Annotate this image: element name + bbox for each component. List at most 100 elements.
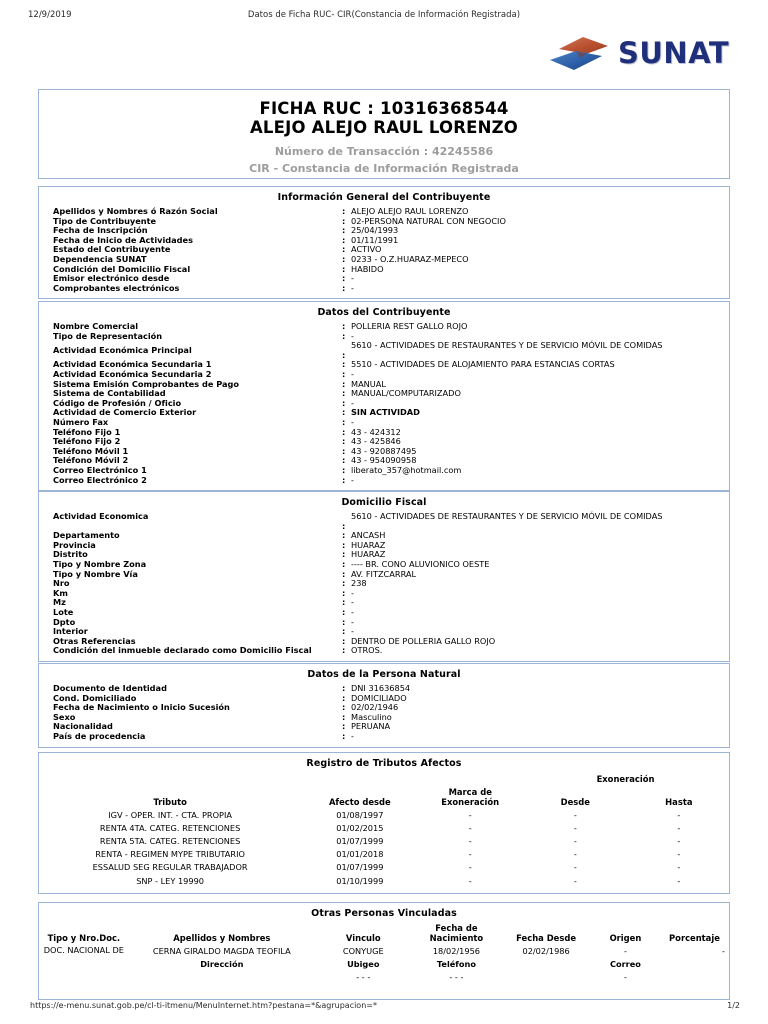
field-value: - <box>351 273 354 284</box>
document-header-box: FICHA RUC : 10316368544 ALEJO ALEJO RAUL… <box>38 89 730 179</box>
field-colon: : <box>342 730 346 741</box>
table-subdata-row: - - - - - - - <box>39 970 729 983</box>
field-colon: : <box>342 426 346 437</box>
field-row: Fecha de Inicio de Actividades:01/11/199… <box>39 234 729 246</box>
field-label: Mz <box>53 597 66 608</box>
col-tipo-nro-doc: Tipo y Nro.Doc. <box>47 932 121 943</box>
section-title: Datos del Contribuyente <box>317 307 451 318</box>
field-value: ANCASH <box>351 530 386 541</box>
cell-origen: - <box>623 945 627 956</box>
field-label: Tipo y Nombre Vía <box>53 568 138 579</box>
field-colon: : <box>342 455 346 466</box>
field-row: Nacionalidad: PERUANA <box>39 722 729 732</box>
field-row: Cond. Domiciliado: DOMICILIADO <box>39 693 729 704</box>
cell-hasta: - <box>677 849 681 860</box>
field-colon: : <box>342 206 346 216</box>
field-row: Actividad de Comercio Exterior: SIN ACTIV… <box>39 408 729 418</box>
field-value: - <box>351 330 354 341</box>
cell-tributo: RENTA 4TA. CATEG. RETENCIONES <box>99 822 241 833</box>
field-row: Actividad Económica Secundaria 1:5510 - … <box>39 360 729 370</box>
cell-marca: - <box>468 849 472 860</box>
field-colon: : <box>342 464 346 475</box>
print-date: 12/9/2019 <box>28 10 72 20</box>
field-label: Actividad Económica Principal <box>53 344 192 355</box>
field-label: Sistema de Contabilidad <box>53 388 166 399</box>
field-value: - <box>351 282 354 293</box>
field-label: Estado del Contribuyente <box>53 244 171 255</box>
field-value: - <box>351 587 354 598</box>
field-row: Tipo y Nombre Vía: AV. FITZCARRAL <box>39 568 729 580</box>
field-row: Lote: - <box>39 606 729 618</box>
cell-desde: - <box>573 835 577 846</box>
field-value: - <box>351 397 354 408</box>
field-label: Fecha de Inicio de Actividades <box>53 234 193 245</box>
field-label: Distrito <box>53 549 88 560</box>
col-marca-exoneracion: Marca de Exoneración <box>441 787 500 807</box>
cell-afecto-desde: 01/10/1999 <box>336 875 384 886</box>
field-colon: : <box>342 359 346 370</box>
spacer-cell <box>39 773 301 787</box>
field-label: Condición del Domicilio Fiscal <box>53 263 191 274</box>
cell-desde: - <box>573 822 577 833</box>
field-value: HUARAZ <box>351 549 386 560</box>
field-label: Actividad Económica Secundaria 2 <box>53 368 212 379</box>
field-value: - <box>351 606 354 617</box>
table-group-header-row: Exoneración <box>39 773 729 787</box>
field-row: Código de Profesión / Oficio: - <box>39 397 729 409</box>
field-colon: : <box>342 321 346 331</box>
spacer-cell <box>501 970 591 983</box>
field-label: Tipo de Representación <box>53 330 163 341</box>
field-value: POLLERIA REST GALLO ROJO <box>351 321 468 331</box>
field-colon: : <box>342 349 346 360</box>
table-header-row: Tipo y Nro.Doc. Apellidos y Nombres Vinc… <box>39 923 729 944</box>
transaction-number: Número de Transacción : 42245586 <box>274 145 494 158</box>
field-value: DNI 31636854 <box>351 683 411 693</box>
field-colon: : <box>342 397 346 408</box>
field-colon: : <box>342 244 346 255</box>
col-afecto-desde: Afecto desde <box>328 797 391 807</box>
field-label: Correo Electrónico 2 <box>53 474 147 485</box>
field-value: ACTIVO <box>351 244 382 255</box>
field-row: Tipo de Representación: - <box>39 330 729 342</box>
field-label: Tipo y Nombre Zona <box>53 558 147 569</box>
table-row: SNP - LEY 19990 01/10/1999 - - - <box>39 874 729 887</box>
field-colon: : <box>342 520 346 531</box>
print-title: Datos de Ficha RUC- CIR(Constancia de In… <box>247 10 521 20</box>
sunat-chevron-icon <box>550 37 608 70</box>
field-value: DENTRO DE POLLERIA GALLO ROJO <box>351 635 496 646</box>
cell-ubigeo: - - - <box>356 971 371 982</box>
cell-tributo: RENTA - REGIMEN MYPE TRIBUTARIO <box>95 849 245 860</box>
field-label: Nombre Comercial <box>53 321 139 331</box>
col-desde: Desde <box>560 797 590 807</box>
section-persona-natural: Datos de la Persona Natural Documento de… <box>38 663 730 748</box>
field-row: Mz: - <box>39 598 729 608</box>
section-domicilio-fiscal: Domicilio Fiscal Actividad Economica:561… <box>38 491 730 662</box>
cell-correo: - <box>623 971 627 982</box>
field-row: Condición del inmueble declarado como Do… <box>39 646 729 656</box>
subcol-direccion: Dirección <box>200 958 244 969</box>
field-label: Condición del inmueble declarado como Do… <box>53 645 312 656</box>
field-label: Teléfono Fijo 2 <box>53 436 121 447</box>
page-title-line2: ALEJO ALEJO RAUL LORENZO <box>249 118 519 137</box>
page-title: FICHA RUC : 10316368544 ALEJO ALEJO RAUL… <box>39 90 729 137</box>
cell-afecto-desde: 01/07/1999 <box>336 835 384 846</box>
field-colon: : <box>342 407 346 418</box>
col-fecha-desde: Fecha Desde <box>516 933 577 943</box>
field-colon: : <box>342 597 346 608</box>
field-value: 5610 - ACTIVIDADES DE RESTAURANTES Y DE … <box>351 511 663 521</box>
field-row: Provincia: HUARAZ <box>39 540 729 551</box>
cell-apellidos: CERNA GIRALDO MAGDA TEOFILA <box>152 945 291 956</box>
field-colon: : <box>342 416 346 427</box>
field-value: 5610 - ACTIVIDADES DE RESTAURANTES Y DE … <box>351 340 663 351</box>
field-row: Tipo de Contribuyente:02-PERSONA NATURAL… <box>39 216 729 227</box>
field-row: Estado del Contribuyente: ACTIVO <box>39 245 729 255</box>
cell-desde: - <box>573 875 577 886</box>
field-label: Interior <box>53 626 88 637</box>
cell-marca: - <box>468 822 472 833</box>
field-row: Fecha de Inscripción:25/04/1993 <box>39 226 729 236</box>
section-title: Domicilio Fiscal <box>341 497 427 508</box>
col-apellidos-nombres: Apellidos y Nombres <box>173 933 271 943</box>
cell-marca: - <box>468 862 472 873</box>
field-value: 01/11/1991 <box>351 234 399 245</box>
vinculadas-body: DOC. NACIONAL DE CERNA GIRALDO MAGDA TEO… <box>39 944 729 984</box>
